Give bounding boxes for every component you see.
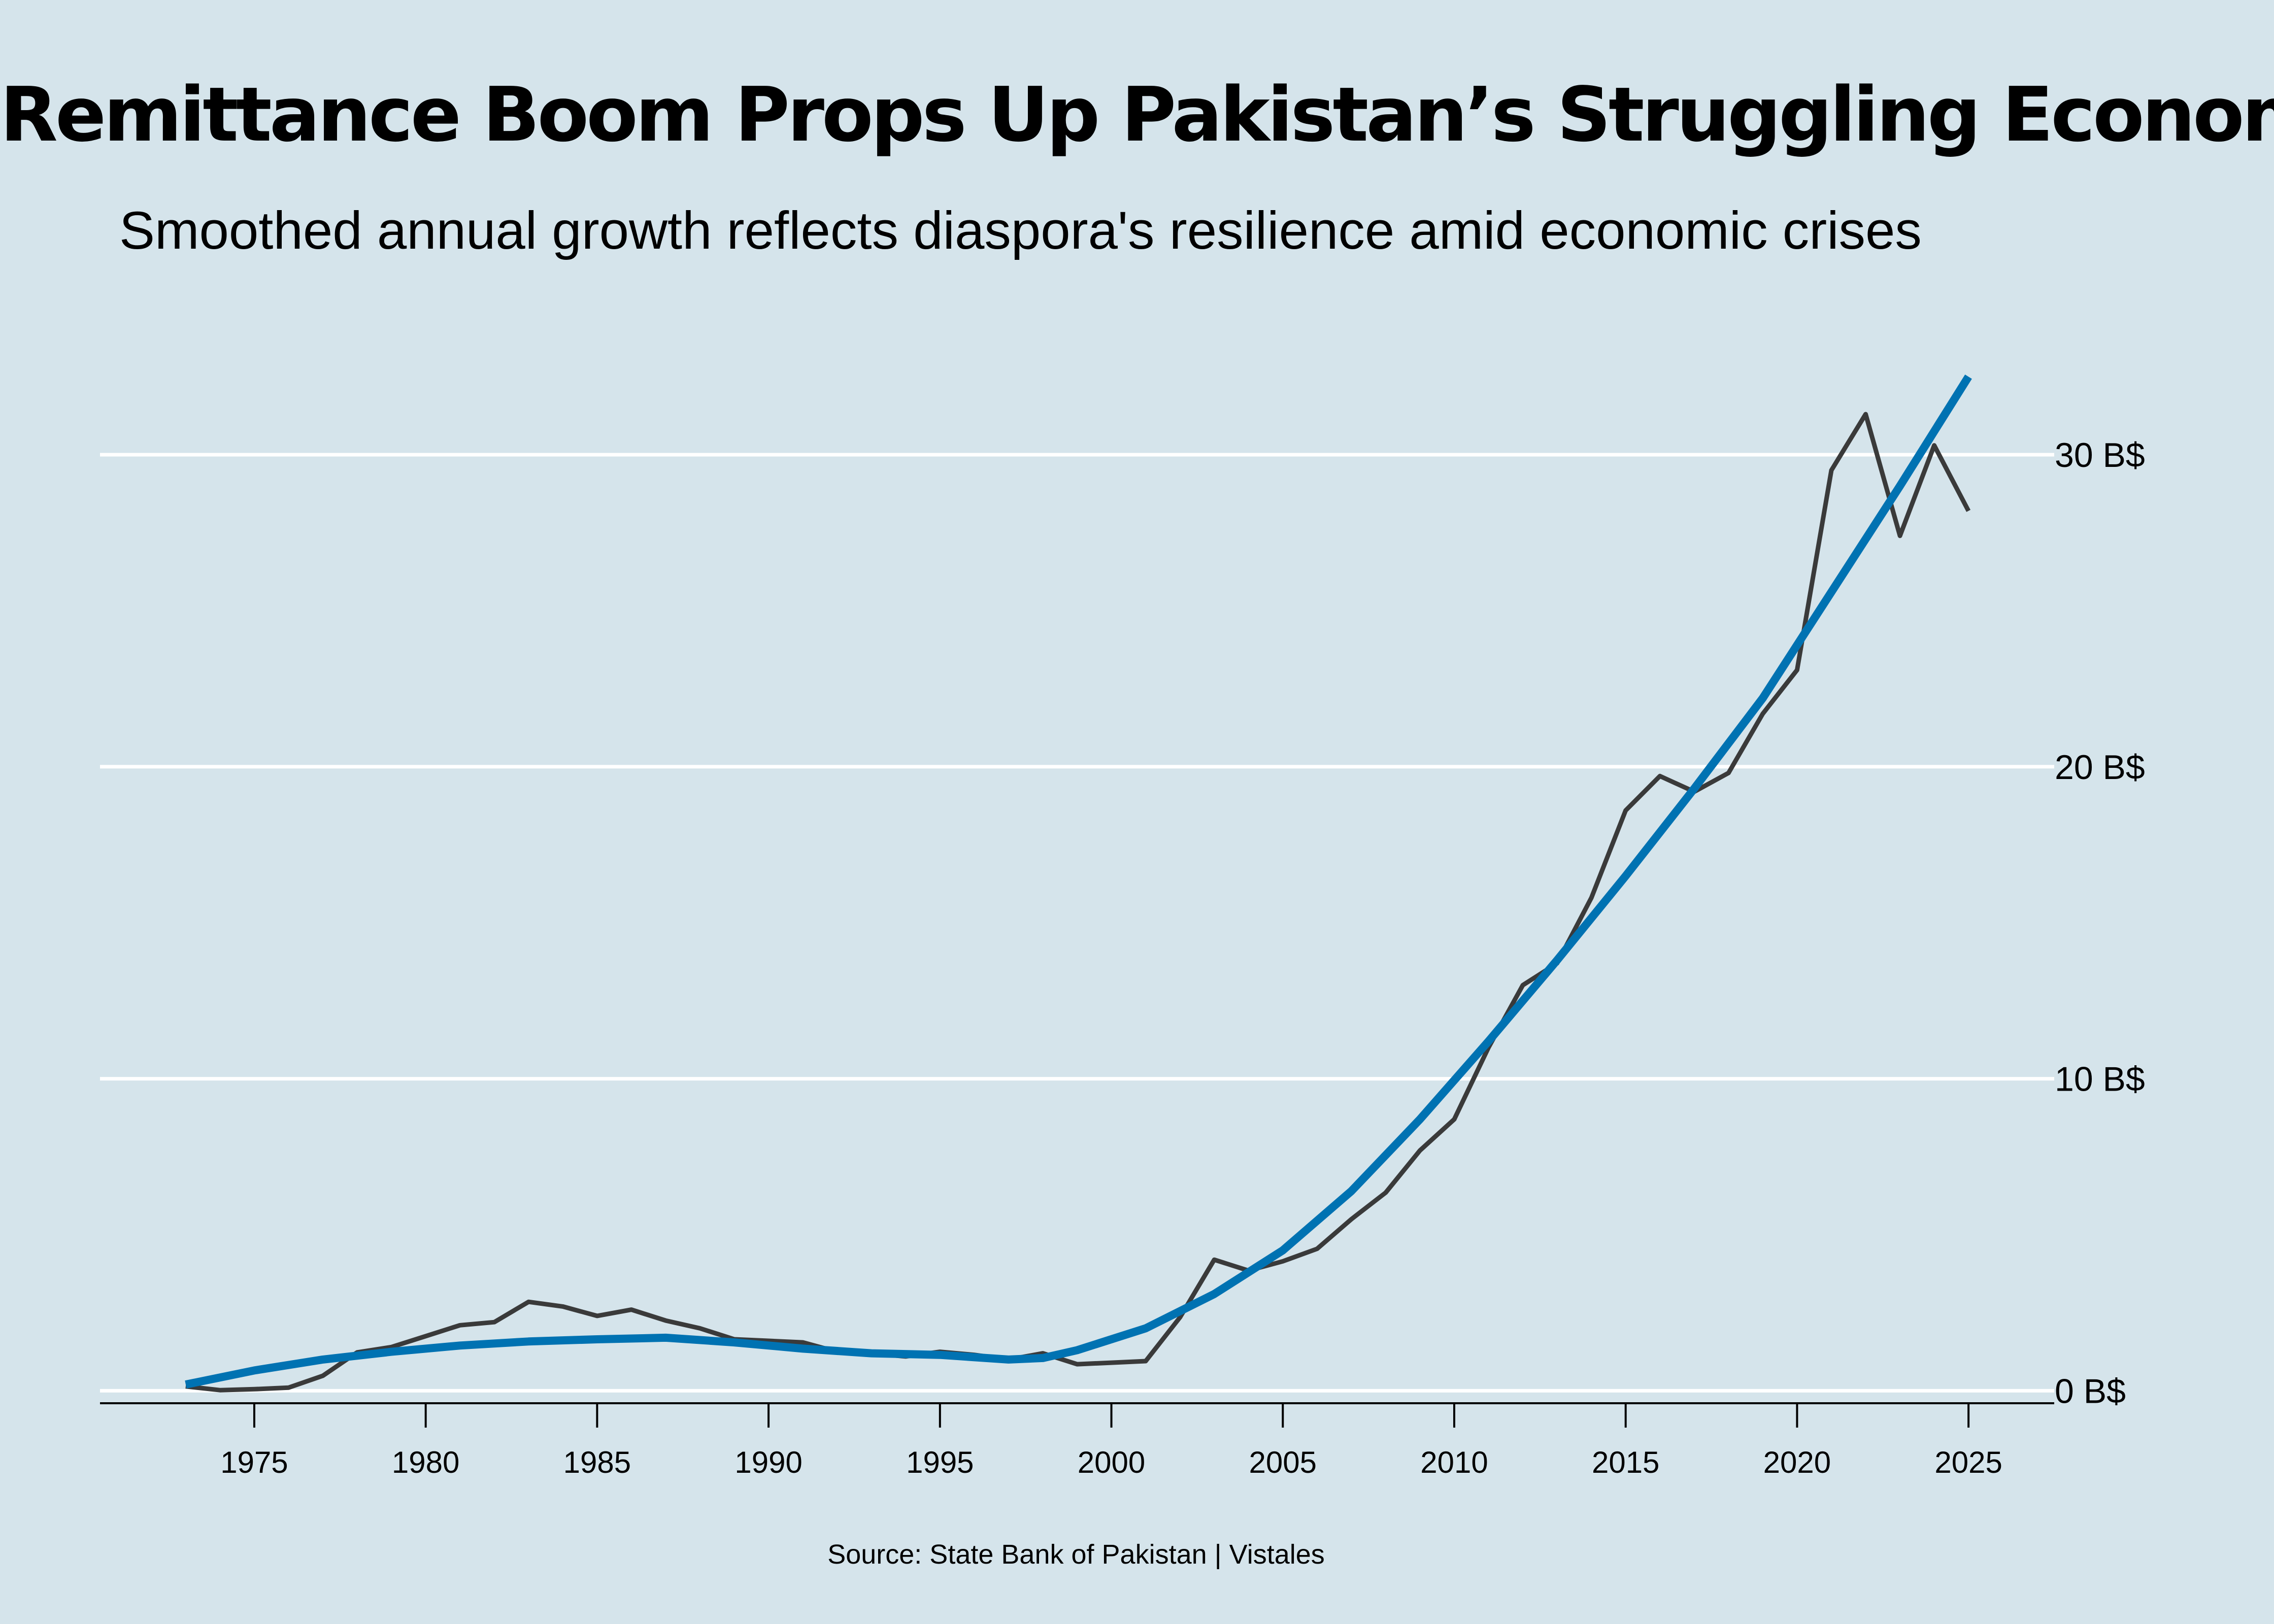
x-tick-label: 1975 xyxy=(220,1445,288,1479)
y-axis: 0 B$ 10 B$ 20 B$ 30 B$ xyxy=(2055,436,2145,1410)
x-tick-label: 2010 xyxy=(1420,1445,1488,1479)
gridlines xyxy=(100,453,2054,1393)
smoothed-trend-line xyxy=(185,375,1972,1389)
chart-subtitle: Smoothed annual growth reflects diaspora… xyxy=(119,201,1922,260)
x-tick-label: 1995 xyxy=(906,1445,974,1479)
x-tick-label: 2005 xyxy=(1249,1445,1317,1479)
x-tick-label: 2000 xyxy=(1078,1445,1145,1479)
remittance-line xyxy=(185,412,1971,1393)
plot-lines xyxy=(185,375,1972,1393)
y-tick-label: 30 B$ xyxy=(2055,436,2145,475)
x-tick-label: 2015 xyxy=(1592,1445,1659,1479)
x-axis: 1975 1980 1985 1990 1995 2000 2005 2010 2015 2020… xyxy=(100,1402,2054,1479)
x-tick-label: 2020 xyxy=(1763,1445,1831,1479)
x-tick-label: 1980 xyxy=(392,1445,459,1479)
x-tick-label: 1990 xyxy=(734,1445,802,1479)
y-tick-label: 20 B$ xyxy=(2055,748,2145,787)
chart-title: Remittance Boom Props Up Pakistan’s Stru… xyxy=(0,71,2274,158)
x-tick-label: 1985 xyxy=(563,1445,631,1479)
y-tick-label: 10 B$ xyxy=(2055,1060,2145,1099)
y-tick-label: 0 B$ xyxy=(2055,1372,2126,1410)
source-note: Source: State Bank of Pakistan | Vistale… xyxy=(827,1539,1325,1570)
x-tick-label: 2025 xyxy=(1934,1445,2002,1479)
